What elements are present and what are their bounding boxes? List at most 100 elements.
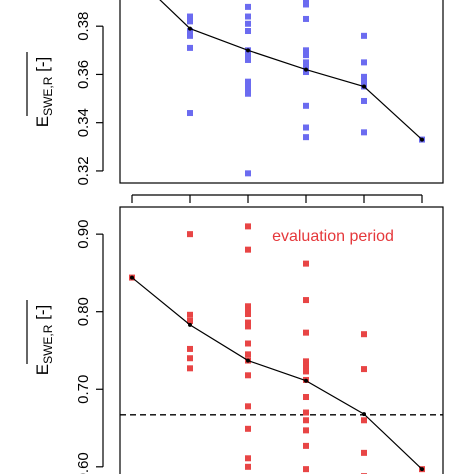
data-point bbox=[303, 329, 309, 336]
data-point bbox=[303, 15, 309, 22]
y-axis-title-base: E bbox=[33, 364, 52, 375]
mean-point bbox=[188, 322, 192, 327]
y-tick-label: 0.32 bbox=[75, 156, 92, 185]
y-tick-label: 0.36 bbox=[75, 60, 92, 89]
y-tick-label: 0.70 bbox=[75, 375, 92, 404]
plot-frame bbox=[119, 206, 444, 474]
mean-point bbox=[304, 67, 308, 72]
data-point bbox=[187, 318, 193, 325]
data-point bbox=[245, 90, 251, 97]
data-point bbox=[303, 69, 309, 76]
mean-point bbox=[362, 412, 366, 417]
y-axis-title-sub: SWE,R bbox=[41, 76, 55, 116]
data-point bbox=[187, 13, 193, 20]
data-point bbox=[303, 394, 309, 401]
data-point bbox=[187, 28, 193, 35]
data-point bbox=[303, 1, 309, 8]
data-point bbox=[245, 307, 251, 314]
mean-point bbox=[304, 378, 308, 383]
data-point bbox=[245, 28, 251, 35]
mean-point bbox=[420, 467, 424, 472]
data-point bbox=[303, 47, 309, 54]
data-point bbox=[187, 231, 193, 238]
data-point bbox=[245, 372, 251, 379]
mean-point bbox=[420, 137, 424, 142]
mean-line bbox=[131, 277, 423, 470]
data-point bbox=[361, 449, 367, 456]
data-point bbox=[245, 52, 251, 59]
data-point bbox=[303, 260, 309, 267]
data-point bbox=[245, 13, 251, 20]
y-tick-label: 0.38 bbox=[75, 12, 92, 41]
data-point bbox=[245, 170, 251, 177]
data-point bbox=[303, 362, 309, 369]
mean-line bbox=[159, 0, 423, 141]
data-point bbox=[303, 297, 309, 304]
y-tick-label: 0.34 bbox=[75, 108, 92, 137]
y-tick-label: 0.90 bbox=[75, 220, 92, 249]
top-panel: 0.32 0.34 0.36 0.38 ESWE,R [-] bbox=[26, 0, 444, 203]
data-point bbox=[361, 73, 367, 80]
data-point bbox=[361, 59, 367, 66]
y-axis-title-sub: SWE,R bbox=[41, 324, 55, 364]
data-point bbox=[245, 303, 251, 310]
data-point bbox=[303, 102, 309, 109]
data-point bbox=[187, 18, 193, 25]
data-point bbox=[361, 97, 367, 104]
data-point bbox=[245, 340, 251, 347]
data-point bbox=[303, 124, 309, 131]
data-point bbox=[245, 319, 251, 326]
data-point bbox=[303, 368, 309, 375]
data-point bbox=[245, 351, 251, 358]
data-point bbox=[245, 223, 251, 230]
data-point bbox=[303, 409, 309, 416]
plot-area bbox=[120, 223, 443, 474]
y-axis-title-unit: [-] bbox=[33, 57, 52, 77]
mean-point bbox=[246, 358, 250, 363]
data-point bbox=[361, 366, 367, 373]
y-axis-title-base: E bbox=[33, 116, 52, 127]
data-point bbox=[303, 442, 309, 449]
data-point bbox=[245, 425, 251, 432]
data-point bbox=[303, 358, 309, 365]
data-point bbox=[303, 52, 309, 59]
mean-point bbox=[188, 26, 192, 31]
mean-point bbox=[130, 275, 134, 280]
data-point bbox=[361, 78, 367, 85]
data-point bbox=[187, 44, 193, 51]
plot-area bbox=[159, 0, 425, 177]
y-tick-label: 0.60 bbox=[75, 452, 92, 474]
data-point bbox=[361, 331, 367, 338]
plot-frame bbox=[119, 0, 444, 184]
y-tick-label: 0.80 bbox=[75, 297, 92, 326]
data-point bbox=[245, 463, 251, 470]
data-point bbox=[361, 417, 367, 424]
data-point bbox=[303, 134, 309, 141]
data-point bbox=[187, 355, 193, 362]
data-point bbox=[303, 417, 309, 424]
data-point bbox=[245, 455, 251, 462]
data-point bbox=[187, 110, 193, 117]
y-axis-title-unit: [-] bbox=[33, 305, 52, 325]
data-point bbox=[187, 32, 193, 39]
data-point bbox=[361, 129, 367, 136]
y-axis-title: ESWE,R [-] bbox=[33, 305, 55, 376]
data-point bbox=[245, 323, 251, 330]
data-point bbox=[187, 311, 193, 318]
data-point bbox=[245, 85, 251, 92]
y-axis-title: ESWE,R [-] bbox=[33, 57, 55, 128]
annotation-label: evaluation period bbox=[272, 228, 394, 245]
mean-point bbox=[246, 48, 250, 53]
data-point bbox=[303, 466, 309, 473]
data-point bbox=[245, 403, 251, 410]
data-point bbox=[303, 0, 309, 3]
mean-point bbox=[362, 84, 366, 89]
data-point bbox=[187, 345, 193, 352]
data-point bbox=[303, 59, 309, 66]
data-point bbox=[245, 56, 251, 63]
bottom-panel: 0.60 0.70 0.80 0.90 ESWE,R [-] evaluation per… bbox=[26, 206, 444, 474]
data-point bbox=[245, 3, 251, 10]
data-point bbox=[245, 246, 251, 253]
data-point bbox=[303, 365, 309, 372]
